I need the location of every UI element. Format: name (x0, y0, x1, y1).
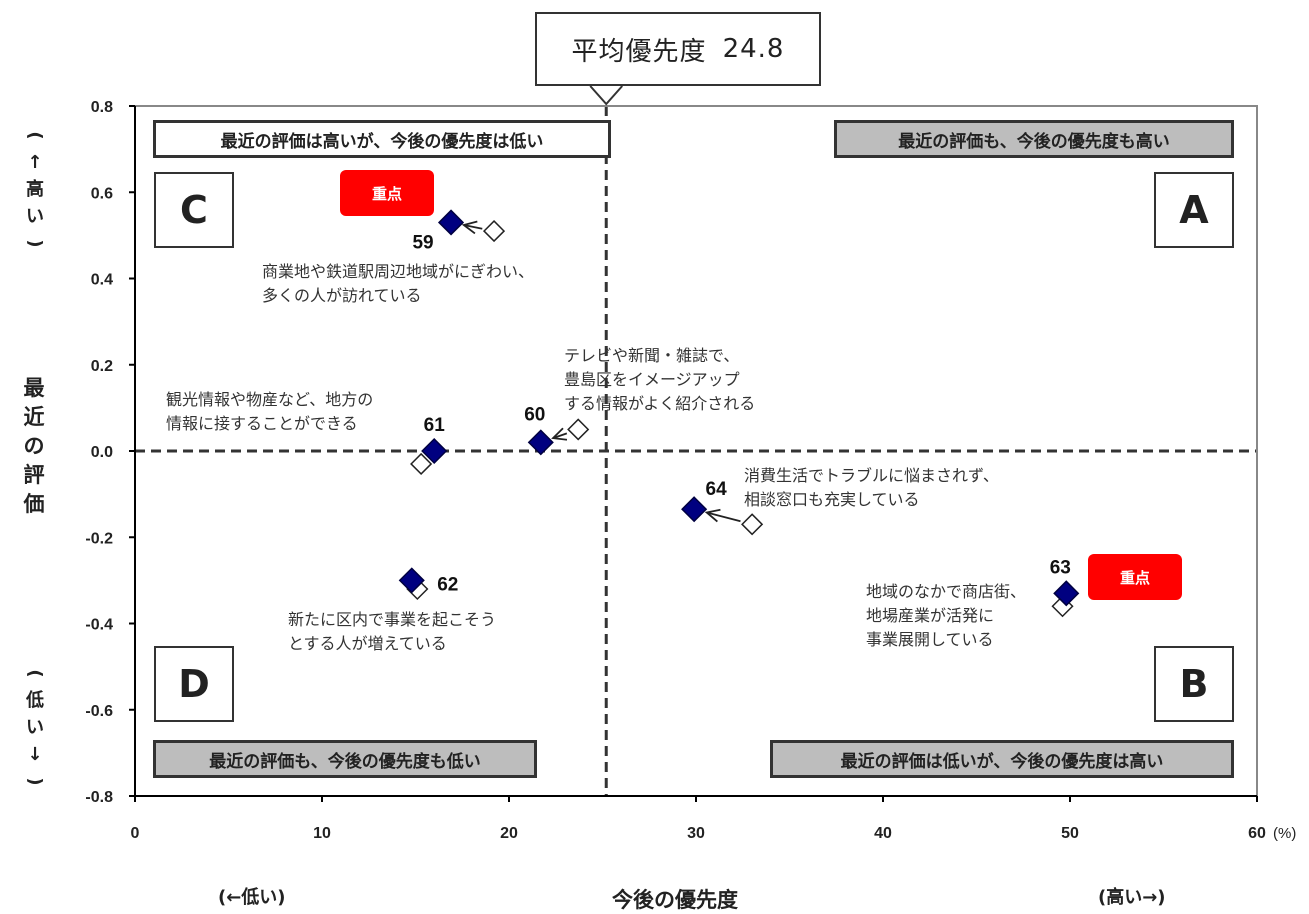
annotation-59-line-1: 商業地や鉄道駅周辺地域がにぎわい、 (262, 262, 535, 281)
annotation-60-line-1: テレビや新聞・雑誌で、 (564, 346, 740, 365)
quadrant-d-title: 最近の評価も、今後の優先度も低い (153, 740, 537, 778)
y-tick-label: -0.8 (85, 789, 113, 806)
priority-badge-59: 重点 (340, 170, 434, 216)
quadrant-a-title: 最近の評価も、今後の優先度も高い (834, 120, 1234, 158)
current-point-62 (398, 567, 425, 594)
annotation-60-line-3: する情報がよく紹介される (564, 394, 756, 413)
current-point-63 (1053, 580, 1080, 607)
point-label-60: 60 (524, 404, 545, 425)
y-tick-label: -0.4 (85, 617, 113, 634)
quadrant-b-letter: B (1154, 646, 1234, 722)
average-priority-callout: 平均優先度 24.8 (535, 12, 821, 86)
point-label-61: 61 (424, 415, 446, 436)
callout-pointer (589, 85, 623, 106)
y-tick-label: 0.6 (91, 185, 113, 202)
point-label-59: 59 (412, 232, 433, 253)
trend-arrowhead-59 (461, 220, 478, 235)
previous-point-60 (567, 418, 590, 441)
trend-arrow-59 (463, 224, 483, 230)
previous-point-64 (741, 513, 764, 536)
x-axis-title: 今後の優先度 (612, 888, 738, 912)
y-tick-label: 0.2 (91, 358, 113, 375)
y-tick-label: 0.4 (91, 272, 113, 289)
annotation-59: 商業地や鉄道駅周辺地域がにぎわい、 多くの人が訪れている (262, 260, 534, 308)
trend-arrowhead-60 (551, 427, 568, 441)
y-tick-label: 0.8 (91, 99, 113, 116)
current-point-60 (527, 429, 554, 456)
annotation-63-line-2: 地場産業が活発に (866, 606, 995, 625)
trend-arrow-64 (706, 511, 741, 523)
x-tick-label: 40 (874, 825, 892, 842)
average-priority-value: 24.8 (722, 34, 785, 64)
annotation-63: 地域のなかで商店街、 地場産業が活発に 事業展開している (866, 580, 1026, 652)
annotation-64-line-1: 消費生活でトラブルに悩まされず、 (744, 466, 999, 485)
annotation-63-line-1: 地域のなかで商店街、 (866, 582, 1027, 601)
y-tick-label: 0.0 (91, 444, 113, 461)
annotation-62-line-1: 新たに区内で事業を起こそう (288, 610, 497, 629)
x-unit-label: (%) (1273, 825, 1296, 842)
x-tick-label: 50 (1061, 825, 1079, 842)
annotation-61-line-1: 観光情報や物産など、地方の (166, 390, 374, 409)
current-point-61 (421, 437, 448, 465)
annotation-64: 消費生活でトラブルに悩まされず、 相談窓口も充実している (744, 464, 999, 512)
annotation-59-line-2: 多くの人が訪れている (262, 286, 422, 305)
x-tick-label: 60 (1248, 825, 1266, 842)
y-tick-label: -0.6 (85, 703, 113, 720)
current-point-64 (681, 496, 708, 523)
annotation-62: 新たに区内で事業を起こそう とする人が増えている (288, 608, 496, 656)
quadrant-c-title: 最近の評価は高いが、今後の優先度は低い (153, 120, 611, 158)
x-axis-low-label: (←低い) (218, 887, 286, 908)
priority-badge-63: 重点 (1088, 554, 1182, 600)
annotation-61: 観光情報や物産など、地方の 情報に接することができる (166, 388, 373, 436)
point-label-64: 64 (706, 479, 728, 500)
quadrant-d-letter: D (154, 646, 234, 722)
current-point-59 (437, 209, 465, 236)
x-axis-high-label: (高い→) (1098, 887, 1166, 908)
annotation-64-line-2: 相談窓口も充実している (744, 490, 920, 509)
x-tick-label: 0 (131, 825, 140, 842)
y-axis-low-label: (低い ↓) (24, 669, 46, 786)
point-label-63: 63 (1050, 557, 1071, 578)
y-tick-label: -0.2 (85, 530, 113, 547)
previous-point-59 (482, 220, 506, 243)
annotation-63-line-3: 事業展開している (866, 630, 994, 649)
annotation-61-line-2: 情報に接することができる (166, 414, 358, 433)
x-tick-label: 30 (687, 825, 705, 842)
quadrant-b-title: 最近の評価は低いが、今後の優先度は高い (770, 740, 1234, 778)
previous-point-61 (410, 452, 433, 475)
x-tick-label: 10 (313, 825, 331, 842)
annotation-60: テレビや新聞・雑誌で、 豊島区をイメージアップ する情報がよく紹介される (564, 344, 755, 416)
trend-arrowhead-64 (704, 508, 721, 523)
quadrant-a-letter: A (1154, 172, 1234, 248)
point-label-62: 62 (437, 574, 458, 595)
trend-arrow-60 (552, 432, 568, 439)
quadrant-c-letter: C (154, 172, 234, 248)
annotation-62-line-2: とする人が増えている (288, 634, 447, 653)
average-priority-label: 平均優先度 (571, 36, 707, 67)
y-axis-high-label: (↑ 高い) (24, 131, 46, 248)
y-axis-title: 最近の評価 (23, 376, 45, 516)
annotation-60-line-2: 豊島区をイメージアップ (564, 370, 740, 389)
x-tick-label: 20 (500, 825, 518, 842)
